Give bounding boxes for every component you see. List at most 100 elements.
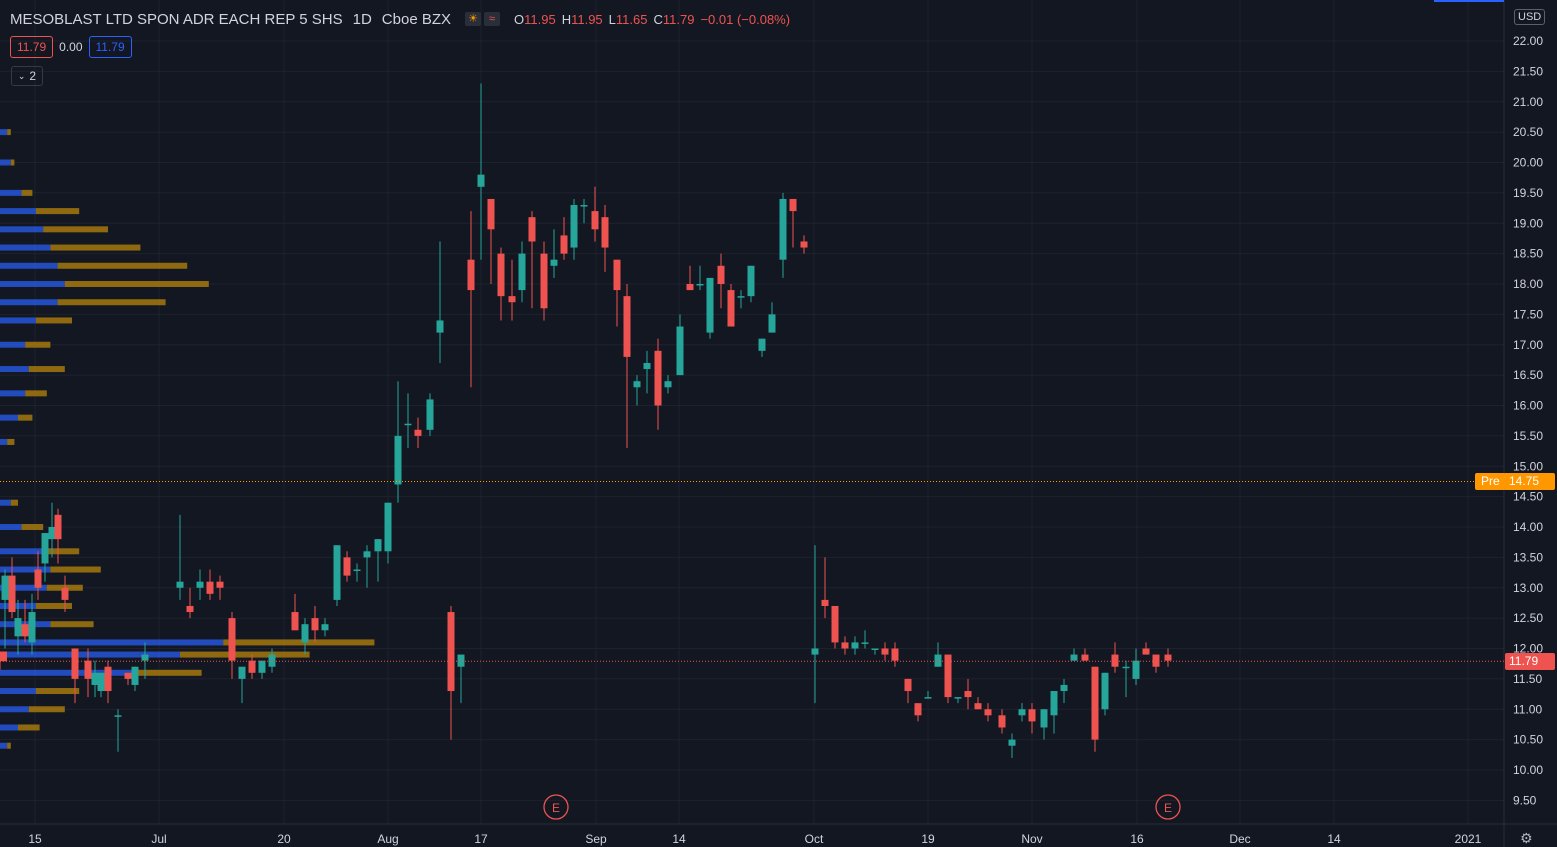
candle-body-up [176, 581, 184, 588]
candle-body-down [508, 296, 516, 303]
candle-body-down [831, 605, 839, 643]
wave-icon[interactable]: ≈ [484, 12, 500, 26]
volume-profile-down-bar [36, 688, 80, 695]
candle-body-up [1008, 739, 1016, 746]
candle-body-down [613, 259, 621, 291]
close-value: 11.79 [662, 11, 695, 27]
interval-label[interactable]: 1D [352, 10, 372, 28]
price-tick-label: 18.00 [1513, 277, 1543, 291]
price-tick-label: 20.50 [1513, 125, 1543, 139]
spread-value: 0.00 [59, 40, 83, 54]
candle-body-up [333, 545, 341, 600]
candle-body-up [426, 399, 434, 430]
candle-body-down [1164, 654, 1172, 661]
candle-body-down [904, 678, 912, 692]
volume-profile-up-bar [0, 299, 58, 306]
candle-body-up [570, 205, 578, 248]
chevron-down-icon: ⌄ [17, 70, 26, 81]
selection-bar [1434, 0, 1504, 2]
candle-body-down [487, 198, 495, 230]
volume-profile-down-bar [223, 639, 375, 646]
candle-body-down [727, 290, 735, 327]
price-tick-label: 15.00 [1513, 459, 1543, 473]
currency-unit[interactable]: USD [1514, 9, 1546, 25]
price-tick-label: 13.00 [1513, 581, 1543, 595]
volume-profile-down-bar [57, 262, 188, 269]
candle-body-up [1070, 654, 1078, 661]
candle-body-down [447, 612, 455, 692]
volume-profile-up-bar [0, 688, 36, 695]
open-label: O [514, 11, 525, 27]
volume-profile-down-bar [136, 669, 202, 676]
time-tick-label: 15 [28, 832, 42, 846]
volume-profile-up-bar [0, 341, 26, 348]
candle-body-down [914, 703, 922, 716]
volume-profile-down-bar [10, 499, 18, 506]
candle-body-up [1132, 660, 1140, 679]
pre-market-price: 14.75 [1505, 473, 1555, 490]
volume-profile-up-bar [0, 244, 51, 251]
time-tick-label: 2021 [1455, 832, 1482, 846]
gear-icon[interactable]: ⚙ [1520, 830, 1533, 846]
candle-body-up [1060, 684, 1068, 692]
volume-profile-up-bar [0, 189, 22, 196]
symbol-name[interactable]: MESOBLAST LTD SPON ADR EACH REP 5 SHS [10, 10, 343, 28]
exchange-label: Cboe BZX [381, 10, 451, 28]
volume-profile-down-bar [18, 724, 40, 731]
candle-body-down [1152, 654, 1160, 667]
price-tick-label: 14.50 [1513, 490, 1543, 504]
volume-profile-down-bar [36, 317, 72, 324]
sell-button[interactable]: 11.79 [10, 36, 54, 58]
candle-body-up [196, 581, 204, 588]
volume-profile-up-bar [0, 499, 11, 506]
candle-body-down [1028, 709, 1036, 722]
candle-body-up [871, 648, 879, 650]
candle-body-down [686, 284, 694, 291]
candle-body-up [97, 672, 105, 692]
candle-body-up [779, 198, 787, 260]
sun-icon[interactable]: ☀ [465, 12, 481, 26]
volume-profile-down-bar [7, 129, 11, 136]
volume-profile-down-bar [36, 602, 72, 609]
price-tick-label: 19.50 [1513, 186, 1543, 200]
candle-body-down [34, 569, 42, 588]
candle-body-down [560, 235, 568, 254]
volume-profile-down-bar [43, 226, 109, 233]
volume-profile-down-bar [25, 341, 51, 348]
volume-profile-up-bar [0, 566, 51, 573]
time-tick-label: Aug [377, 832, 398, 846]
candle-body-down [228, 618, 236, 661]
earnings-marker-label: E [1164, 801, 1172, 815]
price-tick-label: 14.00 [1513, 520, 1543, 534]
price-tick-label: 12.50 [1513, 611, 1543, 625]
buy-button[interactable]: 11.79 [88, 36, 132, 58]
candle-body-up [41, 533, 49, 564]
volume-profile-up-bar [0, 706, 29, 713]
candle-body-down [0, 651, 7, 662]
volume-profile-up-bar [0, 159, 11, 166]
volume-profile-down-bar [180, 651, 310, 658]
price-tick-label: 21.00 [1513, 95, 1543, 109]
volume-profile-up-bar [0, 669, 137, 676]
volume-profile-up-bar [0, 317, 36, 324]
volume-profile-up-bar [0, 524, 22, 530]
time-tick-label: 17 [474, 832, 488, 846]
candle-body-up [676, 326, 684, 376]
price-tick-label: 20.00 [1513, 156, 1543, 170]
price-tick-label: 13.50 [1513, 550, 1543, 564]
candle-body-down [414, 429, 422, 436]
volume-profile-down-bar [18, 414, 33, 421]
candle-body-down [8, 575, 16, 613]
price-tick-label: 18.50 [1513, 247, 1543, 261]
time-tick-label: 14 [1327, 832, 1341, 846]
last-price-label: 11.79 [1505, 653, 1555, 670]
earnings-marker [543, 794, 569, 820]
candle-body-down [1091, 666, 1099, 740]
indicators-toggle[interactable]: ⌄ 2 [11, 66, 43, 86]
candle-body-up [321, 624, 329, 631]
ohlc-values: O11.95 H11.95 L11.65 C11.79 −0.01 (−0.08… [514, 12, 790, 27]
candle-body-up [758, 338, 766, 351]
price-tick-label: 17.00 [1513, 338, 1543, 352]
